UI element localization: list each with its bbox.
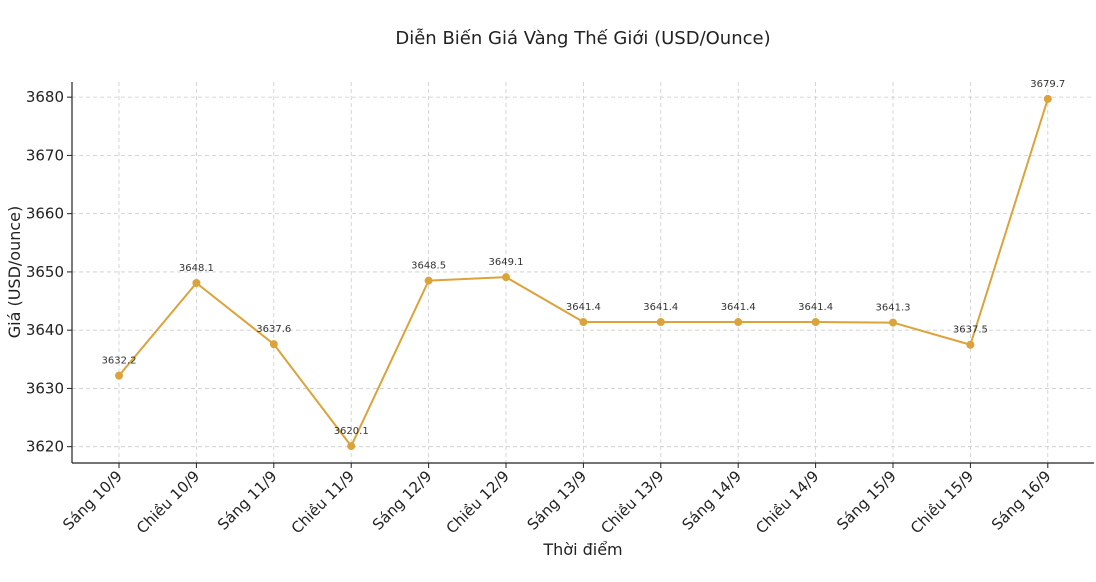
data-point bbox=[1043, 94, 1052, 103]
data-label: 3641.4 bbox=[721, 302, 756, 313]
x-tick-label: Sáng 14/9 bbox=[678, 467, 745, 534]
data-label: 3641.4 bbox=[566, 302, 601, 313]
data-point bbox=[347, 442, 356, 451]
x-tick-label: Sáng 16/9 bbox=[988, 467, 1055, 534]
data-point bbox=[889, 318, 897, 327]
x-tick-label: Sáng 13/9 bbox=[524, 467, 591, 534]
data-label: 3641.3 bbox=[876, 303, 911, 314]
x-tick-label: Chiều 13/9 bbox=[597, 467, 667, 537]
y-tick-label: 3630 bbox=[26, 379, 64, 397]
data-point bbox=[734, 318, 743, 327]
chart-title: Diễn Biến Giá Vàng Thế Giới (USD/Ounce) bbox=[395, 28, 770, 49]
grid-lines bbox=[72, 82, 1094, 463]
data-label: 3648.5 bbox=[411, 261, 446, 272]
data-label: 3649.1 bbox=[489, 257, 524, 268]
data-label: 3620.1 bbox=[334, 426, 369, 437]
data-label: 3679.7 bbox=[1030, 79, 1065, 90]
x-tick-label: Sáng 11/9 bbox=[214, 467, 281, 534]
data-label: 3637.5 bbox=[953, 325, 988, 336]
data-label: 3641.4 bbox=[798, 302, 833, 313]
data-label: 3637.6 bbox=[256, 324, 291, 335]
data-point bbox=[424, 276, 433, 285]
data-point bbox=[502, 273, 510, 282]
data-point bbox=[579, 318, 588, 327]
x-tick-label: Sáng 15/9 bbox=[833, 467, 900, 534]
x-axis-label: Thời điểm bbox=[542, 540, 622, 559]
y-tick-label: 3650 bbox=[26, 263, 64, 281]
y-tick-label: 3620 bbox=[26, 438, 64, 456]
data-label: 3641.4 bbox=[643, 302, 678, 313]
data-point bbox=[115, 371, 123, 380]
data-label: 3648.1 bbox=[179, 263, 214, 274]
x-tick-label: Chiều 14/9 bbox=[752, 467, 822, 537]
y-tick-label: 3670 bbox=[26, 146, 64, 164]
data-point bbox=[966, 340, 975, 349]
x-tick-label: Sáng 10/9 bbox=[59, 467, 126, 534]
x-tick-label: Chiều 11/9 bbox=[288, 467, 358, 537]
price-series bbox=[115, 94, 1052, 451]
data-point bbox=[192, 278, 201, 287]
y-tick-label: 3640 bbox=[26, 321, 64, 339]
y-tick-labels: 3620 3630 3640 3650 3660 3670 3680 bbox=[26, 88, 72, 456]
x-tick-label: Chiều 15/9 bbox=[907, 467, 977, 537]
data-point bbox=[656, 318, 665, 327]
x-tick-label: Sáng 12/9 bbox=[369, 467, 436, 534]
data-label: 3632.2 bbox=[102, 356, 137, 367]
data-labels: 3632.2 3648.1 3637.6 3620.1 3648.5 3649.1 3641… bbox=[102, 79, 1066, 437]
x-tick-label: Chiều 12/9 bbox=[443, 467, 513, 537]
y-tick-label: 3680 bbox=[26, 88, 64, 106]
x-tick-label: Chiều 10/9 bbox=[133, 467, 203, 537]
data-point bbox=[811, 318, 820, 327]
x-tick-labels: Sáng 10/9 Chiều 10/9 Sáng 11/9 Chiều 11/9 Sá… bbox=[59, 463, 1055, 537]
y-tick-label: 3660 bbox=[26, 205, 64, 223]
data-point bbox=[269, 340, 278, 349]
y-axis-label: Giá (USD/ounce) bbox=[5, 206, 24, 339]
